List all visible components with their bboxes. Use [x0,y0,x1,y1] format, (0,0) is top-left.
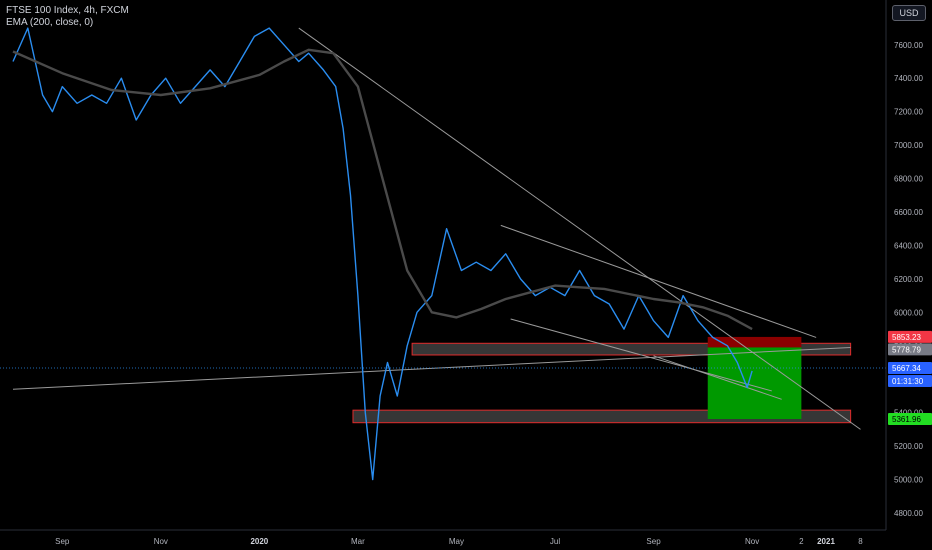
time-axis[interactable]: Sep Nov 2020 Mar May Jul Sep Nov 2 2021 8 [0,529,886,546]
trendline-3[interactable] [510,318,772,392]
y-tick-label: 5200.00 [894,442,923,451]
y-tick-label: 6400.00 [894,241,923,250]
price-tag-label: 5667.34 [892,364,921,373]
x-tick-label: May [449,537,464,546]
x-tick-label: Jul [550,537,560,546]
zone-resistance [411,342,852,356]
trendline-1[interactable] [298,27,861,430]
price-tag-label: 5361.96 [892,415,921,424]
currency-button[interactable]: USD [892,5,926,21]
price-tag-label: 5778.79 [892,345,921,354]
trendlines-layer [0,27,886,430]
zone-stop [707,336,802,348]
price-tag: 5667.34 01:31:30 [888,361,932,387]
price-tag-bg [888,330,932,343]
price-tag-label: 5853.23 [892,333,921,342]
price-tag-bg [888,413,932,426]
zone-target [707,347,802,420]
x-tick-label: Nov [154,537,168,546]
price-tag-bg [888,361,932,374]
price-tag: 5361.96 [888,413,932,426]
x-tick-label: Mar [351,537,365,546]
x-tick-label: 2020 [250,537,268,546]
y-tick-label: 7600.00 [894,41,923,50]
x-tick-label: Sep [55,537,70,546]
price-tag: 5853.23 [888,330,932,343]
price-line [12,27,753,481]
price-tags-layer: 5853.23 5778.79 5667.34 01:31:30 5361.96 [888,330,932,426]
symbol-title[interactable]: FTSE 100 Index, 4h, FXCM [6,5,129,16]
price-axis[interactable]: 4800.005000.005200.005400.005600.005800.… [885,0,923,530]
x-tick-label: 2 [799,537,804,546]
y-tick-label: 7200.00 [894,108,923,117]
price-tag: 5778.79 [888,343,932,356]
x-tick-label: 2021 [817,537,835,546]
countdown-bg [888,374,932,387]
x-tick-label: Nov [745,537,759,546]
y-tick-label: 6200.00 [894,275,923,284]
x-tick-label: 8 [858,537,863,546]
y-tick-label: 4800.00 [894,509,923,518]
y-tick-label: 6000.00 [894,308,923,317]
y-tick-label: 6600.00 [894,208,923,217]
y-tick-label: 5000.00 [894,476,923,485]
indicator-label[interactable]: EMA (200, close, 0) [6,17,94,28]
countdown-label: 01:31:30 [892,377,924,386]
ema-line [12,48,753,331]
trendline-2[interactable] [500,224,817,338]
series-layer [12,27,753,481]
trendline-4[interactable] [12,346,851,390]
chart-legend: FTSE 100 Index, 4h, FXCM EMA (200, close… [6,5,129,29]
y-tick-label: 6800.00 [894,175,923,184]
price-tag-bg [888,343,932,356]
trendline-5[interactable] [653,355,782,400]
x-tick-label: Sep [646,537,661,546]
y-tick-label: 7400.00 [894,74,923,83]
zones-layer [352,336,852,424]
y-tick-label: 7000.00 [894,141,923,150]
